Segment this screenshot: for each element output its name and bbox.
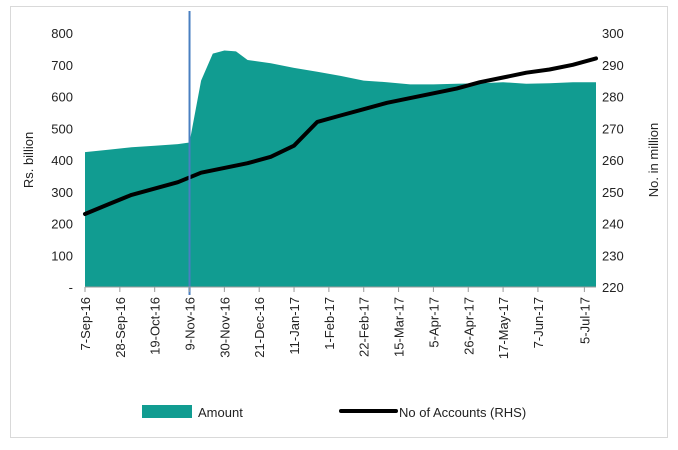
right-tick-label: 250 — [602, 185, 624, 200]
left-tick-label: 300 — [51, 185, 73, 200]
left-tick-label: 700 — [51, 58, 73, 73]
accounts-line — [83, 56, 598, 216]
x-tick-label: 19-Oct-16 — [148, 297, 163, 355]
legend-accounts-label: No of Accounts (RHS) — [399, 405, 526, 420]
left-tick-label: 600 — [51, 90, 73, 105]
chart-frame: - 100 200 300 400 500 600 700 800 220 230 240 250 260… — [10, 6, 668, 438]
legend-amount-swatch — [142, 405, 192, 418]
chart-svg: - 100 200 300 400 500 600 700 800 220 230 240 250 260… — [21, 11, 661, 420]
x-tick-label: 5-Apr-17 — [426, 297, 441, 348]
left-tick-label: 800 — [51, 26, 73, 41]
left-tick-label: 200 — [51, 217, 73, 232]
x-tick-label: 30-Nov-16 — [217, 297, 232, 358]
right-tick-label: 300 — [602, 26, 624, 41]
left-tick-label: 500 — [51, 121, 73, 136]
right-tick-label: 260 — [602, 153, 624, 168]
left-tick-label: - — [69, 280, 73, 295]
right-tick-label: 220 — [602, 280, 624, 295]
legend-amount-label: Amount — [198, 405, 243, 420]
x-tick-label: 22-Feb-17 — [357, 297, 372, 357]
x-tick-label: 21-Dec-16 — [252, 297, 267, 358]
left-tick-label: 100 — [51, 248, 73, 263]
right-tick-label: 240 — [602, 217, 624, 232]
legend-layer: Amount No of Accounts (RHS) — [142, 405, 526, 420]
right-tick-label: 230 — [602, 248, 624, 263]
left-tick-label: 400 — [51, 153, 73, 168]
x-tick-label: 28-Sep-16 — [113, 297, 128, 358]
x-tick-label: 11-Jan-17 — [287, 297, 302, 355]
x-tick-label: 1-Feb-17 — [322, 297, 337, 350]
x-tick-label: 15-Mar-17 — [392, 297, 407, 357]
x-tick-label: 26-Apr-17 — [461, 297, 476, 355]
right-tick-label: 290 — [602, 58, 624, 73]
x-tick-label: 7-Sep-16 — [78, 297, 93, 350]
amount-area — [85, 50, 596, 287]
area-layer — [85, 50, 596, 287]
line-layer — [83, 56, 598, 216]
right-tick-label: 280 — [602, 90, 624, 105]
right-tick-label: 270 — [602, 121, 624, 136]
left-axis-title: Rs. billion — [21, 132, 36, 188]
x-tick-label: 7-Jun-17 — [531, 297, 546, 348]
x-tick-label: 17-May-17 — [496, 297, 511, 359]
x-tick-label: 9-Nov-16 — [183, 297, 198, 350]
right-axis-title: No. in million — [646, 123, 661, 197]
x-tick-label: 5-Jul-17 — [577, 297, 592, 344]
axes-layer: - 100 200 300 400 500 600 700 800 220 230 240 250 260… — [21, 26, 661, 359]
